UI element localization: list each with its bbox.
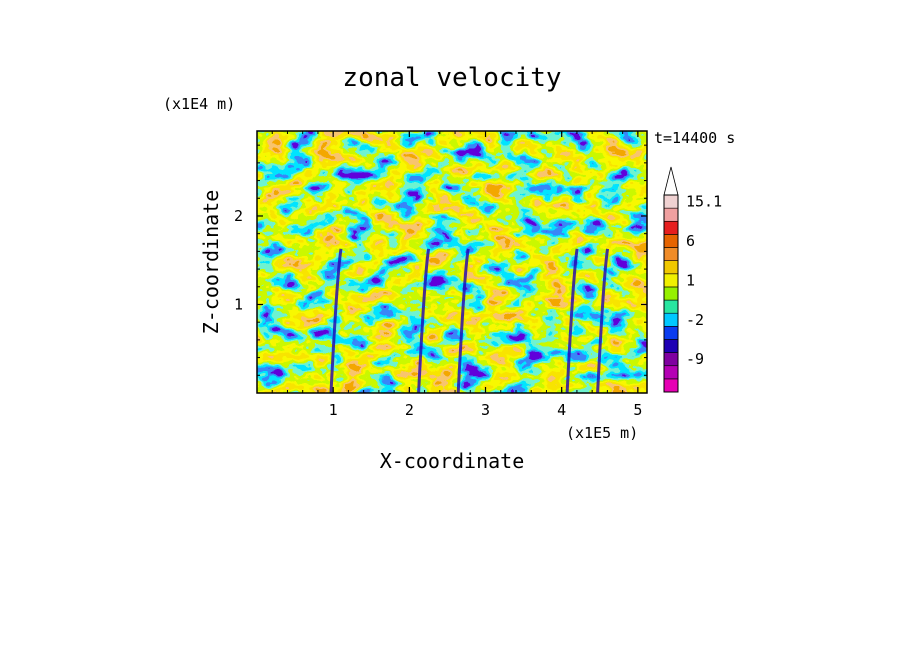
- colorbar-swatch: [663, 339, 679, 353]
- colorbar-swatch: [663, 207, 679, 222]
- colorbar-swatch: [663, 247, 679, 261]
- x-scale-note: (x1E5 m): [566, 424, 638, 442]
- colorbar-swatch: [663, 299, 679, 314]
- colorbar-label: 6: [686, 232, 695, 250]
- heatmap-field: [257, 131, 647, 393]
- x-tick-label: 1: [329, 401, 338, 419]
- y-axis-label: Z-coordinate: [199, 190, 223, 335]
- colorbar-swatch: [663, 286, 679, 301]
- x-tick-label: 5: [633, 401, 642, 419]
- negative-velocity-streak: [329, 248, 343, 393]
- colorbar-label: -9: [686, 350, 704, 368]
- colorbar-label: -2: [686, 311, 704, 329]
- colorbar-label: 15.1: [686, 193, 722, 211]
- x-tick-label: 2: [405, 401, 414, 419]
- colorbar-swatch: [663, 352, 679, 367]
- colorbar-swatch: [663, 312, 679, 327]
- colorbar-swatch: [663, 273, 679, 288]
- y-scale-note: (x1E4 m): [163, 95, 235, 113]
- x-tick-label: 3: [481, 401, 490, 419]
- chart-title: zonal velocity: [342, 63, 561, 93]
- colorbar-swatch: [663, 365, 679, 380]
- x-tick-label: 4: [557, 401, 566, 419]
- negative-velocity-streak: [417, 248, 431, 393]
- negative-velocity-streak: [565, 248, 579, 393]
- velocity-streaks: [329, 248, 610, 393]
- negative-velocity-streak: [456, 248, 470, 393]
- colorbar-swatch: [663, 260, 679, 275]
- colorbar-swatch: [663, 220, 679, 235]
- colorbar-swatch: [663, 378, 679, 393]
- negative-velocity-streak: [596, 248, 610, 393]
- x-axis-label: X-coordinate: [380, 449, 525, 473]
- colorbar-swatch: [663, 194, 679, 209]
- plot-frame: [256, 130, 648, 394]
- colorbar: 15.1 6 1 -2 -9: [663, 166, 722, 393]
- y-axis: 12: [234, 144, 647, 376]
- y-tick-label: 2: [234, 207, 243, 225]
- colorbar-extend-max: [663, 166, 679, 196]
- x-axis: 1 2 3 4 5: [271, 131, 642, 419]
- y-tick-label: 1: [234, 295, 243, 313]
- colorbar-label: 1: [686, 271, 695, 289]
- time-label: t=14400 s: [654, 129, 735, 147]
- colorbar-frame: [663, 194, 679, 393]
- colorbar-swatch: [663, 326, 679, 340]
- colorbar-swatch: [663, 234, 679, 248]
